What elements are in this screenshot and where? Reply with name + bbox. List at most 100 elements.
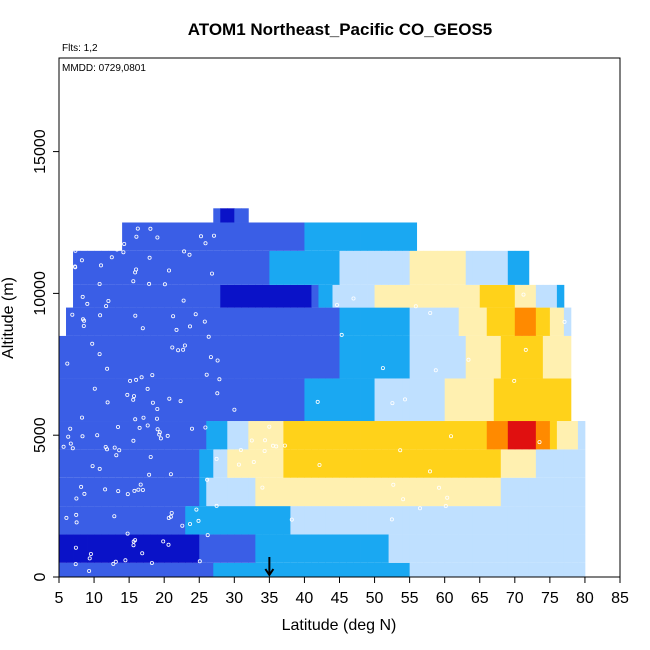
heat-cell <box>402 534 411 563</box>
heat-cell <box>402 449 411 478</box>
heat-cell <box>535 506 544 535</box>
heat-cell <box>444 421 453 450</box>
heat-cell <box>465 534 474 563</box>
heat-cell <box>521 307 530 336</box>
obs-point <box>106 298 111 303</box>
heat-cell <box>367 250 375 285</box>
heat-cell <box>66 534 74 563</box>
heat-cell <box>409 335 418 379</box>
heat-cell <box>416 534 425 563</box>
heat-cell <box>346 222 354 251</box>
obs-point <box>196 518 201 523</box>
heat-cell <box>521 449 530 478</box>
heat-cell <box>115 250 123 285</box>
heat-cell <box>486 284 495 308</box>
heat-cell <box>367 284 375 308</box>
obs-point <box>282 443 287 448</box>
heat-cell <box>136 477 144 507</box>
heat-cell <box>451 421 460 450</box>
heat-cell <box>507 335 516 379</box>
heat-cell <box>304 378 312 422</box>
heat-cell <box>283 222 291 251</box>
heat-cell <box>73 284 81 308</box>
obs-point <box>95 433 100 438</box>
obs-point <box>270 443 275 448</box>
heat-cell <box>304 477 312 507</box>
obs-point <box>131 539 136 544</box>
heat-cell <box>143 378 151 422</box>
obs-point <box>73 562 78 567</box>
heat-cell <box>430 421 439 450</box>
heat-cell <box>521 421 530 450</box>
heat-cell <box>269 307 277 336</box>
heat-cell <box>87 534 95 563</box>
heat-cell <box>241 284 249 308</box>
heat-cell <box>360 378 368 422</box>
heat-cell <box>402 250 411 285</box>
heat-cell <box>423 477 432 507</box>
heat-cell <box>129 378 137 422</box>
heat-cell <box>199 378 207 422</box>
heat-cell <box>514 335 523 379</box>
heat-cell <box>206 284 214 308</box>
heat-cell <box>143 421 151 450</box>
heat-cell <box>528 335 537 379</box>
heat-cell <box>374 335 382 379</box>
heat-cell <box>507 506 516 535</box>
heat-cell <box>227 506 235 535</box>
heat-cell <box>87 449 95 478</box>
x-tick-label: 55 <box>401 590 419 607</box>
obs-point <box>125 392 130 397</box>
heat-cell <box>276 307 284 336</box>
heat-cell <box>206 250 214 285</box>
heat-cell <box>115 421 123 450</box>
heat-cell <box>465 449 474 478</box>
obs-point <box>176 348 181 353</box>
heatmap-cells <box>59 208 586 577</box>
obs-point <box>133 417 138 422</box>
obs-point <box>165 433 170 438</box>
heat-cell <box>241 534 249 563</box>
heat-cell <box>542 477 551 507</box>
heat-cell <box>227 421 235 450</box>
x-tick-label: 25 <box>190 590 208 607</box>
heat-cell <box>458 477 467 507</box>
heat-cell <box>73 378 81 422</box>
heat-cell <box>535 421 544 450</box>
obs-point <box>339 332 344 337</box>
heat-cell <box>416 421 425 450</box>
heat-cell <box>458 562 467 577</box>
heat-cell <box>409 250 418 285</box>
heat-cell <box>94 250 102 285</box>
heat-cell <box>80 534 88 563</box>
obs-point <box>169 510 174 515</box>
obs-point <box>155 406 160 411</box>
heat-cell <box>353 534 361 563</box>
heat-cell <box>185 307 193 336</box>
heat-cell <box>514 562 523 577</box>
heat-cell <box>570 449 579 478</box>
heat-cell <box>255 284 263 308</box>
heat-cell <box>227 307 235 336</box>
heat-cell <box>367 506 375 535</box>
heat-cell <box>66 335 74 379</box>
obs-point <box>80 434 85 439</box>
heat-cell <box>66 421 74 450</box>
heat-cell <box>374 421 382 450</box>
heat-cell <box>276 562 284 577</box>
heat-cell <box>262 335 270 379</box>
heat-cell <box>311 335 319 379</box>
heat-cell <box>339 335 347 379</box>
heat-cell <box>220 378 228 422</box>
heat-cell <box>458 378 467 422</box>
heat-cell <box>353 421 361 450</box>
heat-cell <box>206 562 214 577</box>
heat-cell <box>108 307 116 336</box>
heat-cell <box>248 335 256 379</box>
heat-cell <box>332 307 340 336</box>
heat-cell <box>213 335 221 379</box>
heat-cell <box>192 421 200 450</box>
heat-cell <box>297 335 305 379</box>
heat-cell <box>297 222 305 251</box>
heat-cell <box>143 534 151 563</box>
